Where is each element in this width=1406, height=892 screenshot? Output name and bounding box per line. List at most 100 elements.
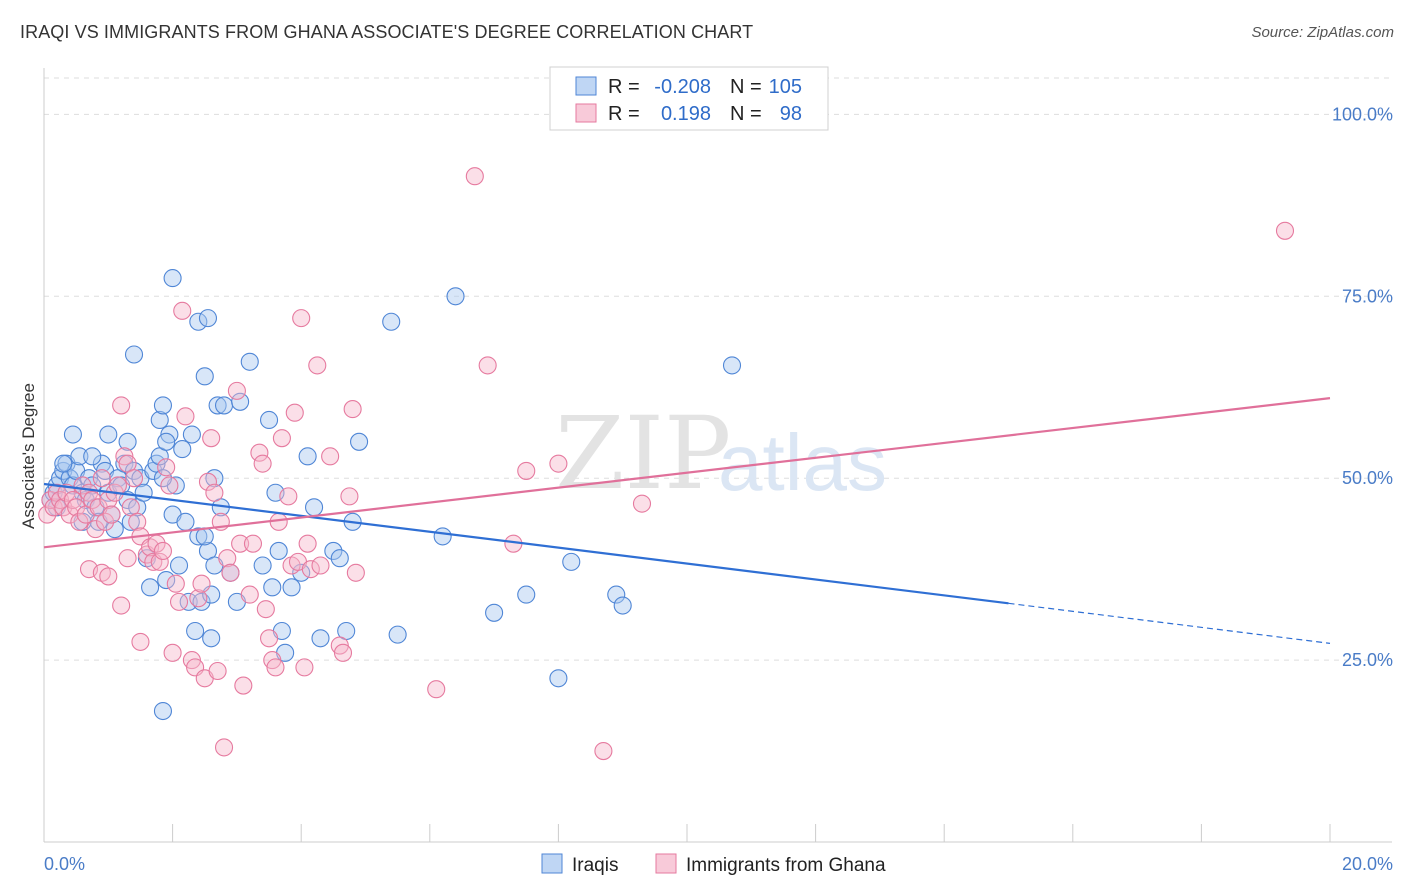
iraqis-point — [179, 592, 198, 611]
iraqis-point — [259, 410, 279, 430]
iraqis-point — [433, 527, 452, 546]
legend-ghana-swatch — [575, 103, 597, 123]
iraqis-point — [208, 396, 227, 415]
ghana-point — [189, 589, 208, 608]
trend-lines — [43, 397, 1331, 644]
ghana-point — [131, 632, 150, 651]
ghana-point — [231, 534, 250, 553]
iraqis-point — [83, 447, 102, 466]
y-tick-label: 25.0% — [1342, 650, 1393, 670]
iraqis-point — [214, 396, 234, 415]
iraqis-point — [124, 345, 144, 364]
ghana-point — [153, 541, 173, 561]
ghana-point — [60, 505, 79, 524]
iraqis-point — [311, 629, 330, 648]
iraqis-point — [153, 701, 173, 721]
iraqis-trend-line — [43, 482, 1009, 605]
iraqis-point — [189, 312, 208, 331]
iraqis-point — [157, 432, 176, 451]
y-axis-label: Associate's Degree — [19, 383, 38, 529]
ghana-point — [285, 403, 304, 422]
ghana-point — [150, 552, 169, 571]
ghana-point — [38, 505, 57, 524]
ghana-point — [169, 592, 189, 611]
iraqis-point — [263, 578, 282, 597]
ghana-trend-line — [43, 397, 1331, 549]
iraqis-point — [118, 432, 137, 451]
iraqis-point — [330, 549, 349, 568]
ghana-point — [256, 600, 275, 619]
ghana-point — [221, 563, 240, 582]
ghana-point — [83, 490, 102, 510]
legend-n-value-2: 98 — [780, 103, 802, 125]
ghana-point — [227, 381, 246, 400]
iraqis-point — [613, 596, 632, 615]
ghana-point — [311, 556, 330, 575]
iraqis-point — [192, 592, 211, 611]
ghana-point — [517, 461, 536, 480]
iraqis-point — [292, 563, 311, 582]
ghana-point — [301, 560, 320, 579]
iraqis-point — [324, 541, 343, 561]
watermark-atlas: atlas — [718, 418, 887, 507]
iraqis-point — [169, 556, 189, 575]
chart-title: IRAQI VS IMMIGRANTS FROM GHANA ASSOCIATE… — [20, 22, 754, 42]
ghana-point — [160, 476, 179, 495]
iraqis-point — [173, 440, 192, 459]
ghana-point — [54, 498, 73, 517]
bottom-legend-iraqis-label: Iraqis — [572, 855, 618, 876]
y-tick-label: 50.0% — [1342, 468, 1393, 488]
ghana-point — [92, 469, 111, 488]
ghana-point — [67, 498, 86, 517]
ghana-point — [292, 309, 311, 328]
iraqis-point — [195, 367, 214, 386]
watermark-zip: ZIP — [555, 395, 731, 512]
legend-r-value-2: 0.198 — [661, 103, 711, 125]
x-tick-min: 0.0% — [44, 854, 85, 874]
ghana-point — [1275, 221, 1295, 240]
iraqis-point — [134, 483, 153, 502]
y-tick-label: 75.0% — [1342, 286, 1393, 306]
ghana-point — [99, 567, 118, 586]
y-tick-labels: 25.0% 50.0% 75.0% 100.0% — [1332, 104, 1393, 670]
ghana-point — [70, 512, 89, 531]
iraqis-point — [350, 432, 369, 451]
ghana-point — [259, 629, 279, 648]
iraqis-point — [54, 454, 73, 473]
iraqis-point — [607, 585, 626, 604]
ghana-point — [343, 400, 362, 419]
iraqis-point — [282, 578, 301, 597]
ghana-point — [266, 658, 285, 677]
ghana-point — [427, 680, 446, 699]
ghana-point — [208, 661, 227, 681]
iraqis-point — [485, 603, 504, 622]
ghana-point — [340, 487, 359, 506]
ghana-point — [163, 643, 182, 662]
ghana-point — [240, 585, 259, 604]
legend-r-label-2: R = — [608, 103, 640, 125]
legend-iraqis-swatch — [575, 76, 597, 96]
ghana-point — [102, 505, 121, 524]
iraqis-point — [163, 269, 182, 288]
iraqis-point — [124, 461, 144, 480]
ghana-point — [86, 520, 105, 539]
ghana-point — [57, 483, 76, 502]
iraqis-point — [63, 425, 82, 444]
ghana-point — [112, 596, 131, 615]
ghana-point — [308, 356, 327, 375]
iraqis-point — [99, 425, 118, 444]
ghana-point — [118, 549, 137, 568]
iraqis-point — [562, 552, 581, 571]
ghana-point — [549, 454, 568, 473]
x-tick-max: 20.0% — [1342, 854, 1393, 874]
ghana-point — [166, 574, 185, 593]
ghana-point — [198, 472, 218, 491]
ghana-point — [96, 512, 115, 531]
ghana-point — [295, 658, 314, 677]
iraqis-point — [305, 498, 324, 517]
legend-n-value-1: 105 — [769, 76, 802, 98]
iraqis-point — [153, 469, 173, 488]
iraqis-point — [105, 520, 124, 539]
iraqis-point — [253, 556, 272, 575]
ghana-point — [321, 447, 340, 466]
